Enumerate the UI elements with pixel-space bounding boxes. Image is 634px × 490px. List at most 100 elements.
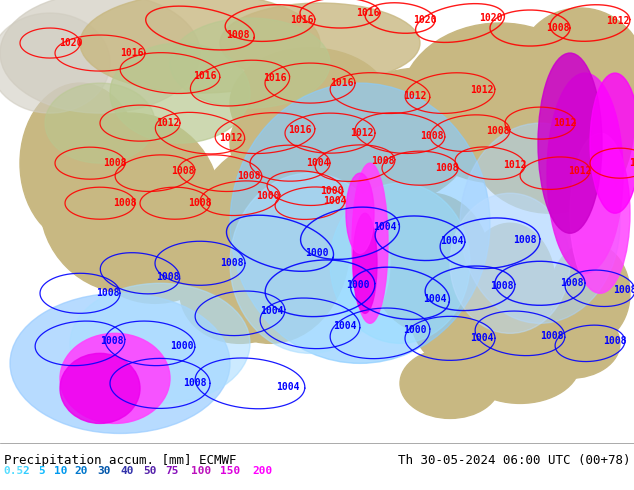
Text: 1004: 1004 bbox=[439, 236, 463, 246]
Ellipse shape bbox=[550, 243, 630, 343]
Text: 1008: 1008 bbox=[603, 336, 626, 346]
Text: 75: 75 bbox=[165, 466, 179, 476]
Text: 1012: 1012 bbox=[403, 91, 427, 101]
Ellipse shape bbox=[590, 73, 634, 213]
Ellipse shape bbox=[85, 183, 225, 303]
Text: 1012: 1012 bbox=[470, 85, 493, 96]
Text: Th 30-05-2024 06:00 UTC (00+78): Th 30-05-2024 06:00 UTC (00+78) bbox=[398, 454, 630, 466]
Text: 1012: 1012 bbox=[503, 160, 526, 171]
Ellipse shape bbox=[110, 43, 250, 143]
Ellipse shape bbox=[40, 113, 220, 294]
Text: 1008: 1008 bbox=[489, 281, 513, 291]
Ellipse shape bbox=[570, 133, 630, 294]
Text: 1008: 1008 bbox=[226, 30, 250, 40]
Text: 1016: 1016 bbox=[356, 8, 380, 18]
Text: 1016: 1016 bbox=[330, 78, 353, 88]
Text: 1004: 1004 bbox=[323, 196, 346, 206]
Text: 1012: 1012 bbox=[567, 166, 591, 176]
Ellipse shape bbox=[440, 294, 540, 393]
Text: 1008: 1008 bbox=[96, 288, 120, 298]
Text: 1012: 1012 bbox=[219, 132, 243, 143]
Ellipse shape bbox=[330, 183, 470, 343]
Ellipse shape bbox=[400, 23, 600, 183]
Text: 1000: 1000 bbox=[403, 325, 427, 335]
Text: 1008: 1008 bbox=[435, 163, 458, 173]
Text: 1004: 1004 bbox=[373, 222, 396, 232]
Ellipse shape bbox=[538, 53, 602, 233]
Text: 1020: 1020 bbox=[413, 15, 436, 25]
Text: Precipitation accum. [mm] ECMWF: Precipitation accum. [mm] ECMWF bbox=[4, 454, 236, 466]
Ellipse shape bbox=[230, 83, 490, 364]
Ellipse shape bbox=[60, 353, 140, 423]
Ellipse shape bbox=[10, 294, 230, 434]
Text: 20: 20 bbox=[74, 466, 87, 476]
Text: 1008: 1008 bbox=[612, 286, 634, 295]
Text: 100: 100 bbox=[191, 466, 211, 476]
Text: 1012: 1012 bbox=[553, 118, 576, 128]
Text: 1008: 1008 bbox=[156, 272, 179, 282]
Ellipse shape bbox=[20, 83, 140, 243]
Ellipse shape bbox=[230, 173, 390, 353]
Ellipse shape bbox=[370, 193, 490, 333]
Ellipse shape bbox=[340, 68, 500, 178]
Ellipse shape bbox=[180, 243, 300, 343]
Text: 1000: 1000 bbox=[170, 341, 193, 351]
Ellipse shape bbox=[450, 193, 570, 333]
Text: 1016: 1016 bbox=[263, 73, 287, 83]
Text: 1016: 1016 bbox=[193, 71, 217, 81]
Ellipse shape bbox=[410, 258, 510, 368]
Ellipse shape bbox=[0, 13, 110, 113]
Ellipse shape bbox=[353, 213, 377, 313]
Ellipse shape bbox=[190, 143, 350, 343]
Ellipse shape bbox=[520, 8, 634, 118]
Text: 1016: 1016 bbox=[288, 125, 312, 135]
Text: 1000: 1000 bbox=[256, 191, 280, 201]
Text: 1020: 1020 bbox=[59, 38, 83, 48]
Ellipse shape bbox=[460, 323, 580, 403]
Text: 30: 30 bbox=[97, 466, 110, 476]
Ellipse shape bbox=[80, 0, 320, 93]
Text: 1004: 1004 bbox=[333, 321, 356, 331]
Text: 1008: 1008 bbox=[371, 156, 394, 166]
Text: 1004: 1004 bbox=[470, 333, 493, 343]
Ellipse shape bbox=[352, 163, 388, 323]
Text: 1004: 1004 bbox=[260, 306, 283, 316]
Ellipse shape bbox=[45, 83, 155, 163]
Ellipse shape bbox=[400, 348, 500, 418]
Text: 1008: 1008 bbox=[183, 378, 207, 389]
Text: 1008: 1008 bbox=[113, 198, 136, 208]
Text: 1012: 1012 bbox=[350, 128, 373, 138]
Ellipse shape bbox=[585, 23, 634, 143]
Text: 1008: 1008 bbox=[540, 331, 563, 341]
Ellipse shape bbox=[60, 333, 170, 423]
Text: 1012: 1012 bbox=[606, 16, 630, 25]
Text: 1004: 1004 bbox=[276, 382, 300, 392]
Text: 1020: 1020 bbox=[479, 13, 503, 23]
Text: 1008: 1008 bbox=[100, 336, 123, 345]
Ellipse shape bbox=[346, 173, 374, 253]
Text: 200: 200 bbox=[252, 466, 272, 476]
Text: 1008: 1008 bbox=[547, 23, 570, 33]
Text: 0.5: 0.5 bbox=[3, 466, 23, 476]
Ellipse shape bbox=[230, 73, 470, 213]
Ellipse shape bbox=[465, 223, 555, 343]
Text: 1008: 1008 bbox=[238, 171, 261, 181]
Text: 1008: 1008 bbox=[420, 131, 443, 141]
Text: 1004: 1004 bbox=[306, 158, 330, 168]
Ellipse shape bbox=[0, 0, 200, 113]
Text: 1000: 1000 bbox=[347, 280, 370, 290]
Text: 1004: 1004 bbox=[423, 294, 446, 304]
Text: 1008: 1008 bbox=[171, 166, 195, 176]
Text: 1016: 1016 bbox=[120, 48, 143, 58]
Ellipse shape bbox=[460, 123, 620, 323]
Ellipse shape bbox=[220, 3, 420, 83]
Ellipse shape bbox=[545, 23, 634, 203]
Text: 1008: 1008 bbox=[560, 278, 583, 288]
Text: 10: 10 bbox=[54, 466, 67, 476]
Text: 40: 40 bbox=[120, 466, 134, 476]
Text: 1000: 1000 bbox=[320, 186, 343, 196]
Text: 1008: 1008 bbox=[486, 126, 510, 136]
Text: 150: 150 bbox=[220, 466, 240, 476]
Text: 1008: 1008 bbox=[513, 235, 536, 245]
Text: 5: 5 bbox=[38, 466, 45, 476]
